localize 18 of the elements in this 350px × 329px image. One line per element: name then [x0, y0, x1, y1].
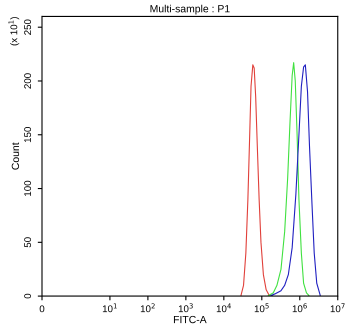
x-tick-label: 10$^{2}$: [140, 303, 155, 312]
y-tick-label: 250: [24, 19, 32, 35]
x-tick-label: 10$^{4}$: [216, 303, 231, 312]
x-tick-label: 0: [40, 305, 44, 312]
x-tick-label: 10$^{1}$: [102, 303, 117, 312]
x-tick-label: 10$^{7}$: [330, 303, 345, 312]
text: (x 10$^{1}$): [8, 17, 20, 46]
chart-title: Multi-sample : P1: [150, 4, 230, 14]
x-tick-label: 10$^{5}$: [254, 303, 269, 312]
x-axis-title: FITC-A: [174, 316, 207, 324]
y-tick-label: 50: [24, 237, 32, 248]
x-tick-label: 10$^{3}$: [178, 303, 193, 312]
x-tick-label: 10$^{6}$: [292, 303, 307, 312]
y-tick-label: 200: [24, 73, 32, 89]
y-tick-label: 0: [24, 294, 32, 298]
y-axis-title: Count: [12, 142, 20, 170]
y-tick-label: 100: [24, 180, 32, 196]
y-tick-label: 150: [24, 127, 32, 142]
